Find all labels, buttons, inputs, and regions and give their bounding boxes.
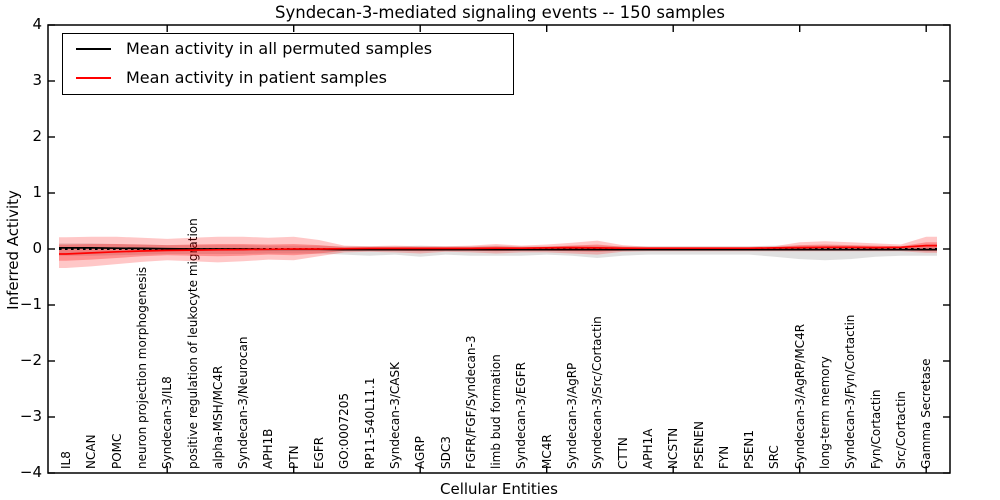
y-tick-label: 2 [32, 127, 42, 145]
x-category-label: IL8 [59, 451, 73, 469]
x-category-label: FYN [716, 445, 731, 469]
x-category-label: PTN [286, 445, 301, 469]
y-tick-label: −2 [19, 351, 42, 369]
x-category-label: PSEN1 [742, 429, 757, 469]
x-category-label: Syndecan-3/IL8 [160, 376, 175, 469]
x-category-label: positive regulation of leukocyte migrati… [185, 218, 200, 469]
legend-label-permuted: Mean activity in all permuted samples [126, 39, 433, 58]
x-category-label: GO:0007205 [337, 392, 352, 469]
y-tick-label: 3 [32, 71, 42, 89]
y-tick-label: 1 [32, 183, 42, 201]
x-category-label: APH1B [261, 428, 276, 469]
x-category-label: EGFR [312, 436, 326, 469]
x-category-label: PSENEN [691, 421, 706, 469]
chart-title: Syndecan-3-mediated signaling events -- … [275, 3, 725, 22]
x-category-label: alpha-MSH/MC4R [210, 365, 225, 469]
x-category-label: long-term memory [818, 356, 832, 469]
x-category-label: CTTN [615, 437, 630, 469]
x-category-label: FGFR/FGF/Syndecan-3 [463, 335, 478, 469]
x-category-label: SRC [767, 445, 782, 469]
y-tick-label: 0 [32, 239, 42, 257]
x-category-label: RP11-540L11.1 [362, 377, 377, 469]
x-category-label: Syndecan-3/AgRP/MC4R [792, 323, 807, 469]
x-category-label: APH1A [640, 428, 655, 469]
x-category-label: Gamma Secretase [919, 358, 934, 469]
x-category-label: SDC3 [438, 436, 453, 469]
y-tick-label: −1 [19, 295, 42, 313]
x-category-label: Syndecan-3/Neurocan [236, 336, 251, 469]
legend-item-permuted: Mean activity in all permuted samples [63, 34, 513, 63]
x-category-label: limb bud formation [489, 354, 504, 469]
x-category-label: Syndecan-3/Src/Cortactin [590, 316, 605, 469]
x-category-label: MC4R [539, 434, 554, 469]
y-tick-label: 4 [32, 15, 42, 33]
x-category-label: AGRP [413, 436, 428, 469]
legend-line-red-icon [76, 76, 111, 79]
y-tick-label: −3 [19, 407, 42, 425]
legend-label-patient: Mean activity in patient samples [126, 68, 387, 87]
legend: Mean activity in all permuted samples Me… [62, 33, 514, 95]
x-category-label: NCAN [84, 434, 99, 469]
x-category-label: Src/Cortactin [893, 391, 908, 469]
x-category-label: Syndecan-3/Fyn/Cortactin [843, 314, 858, 469]
x-category-label: NCSTN [666, 427, 681, 469]
x-category-label: Syndecan-3/EGFR [514, 361, 529, 469]
x-category-label: Syndecan-3/CASK [387, 362, 402, 469]
x-axis-label: Cellular Entities [440, 480, 558, 498]
legend-item-patient: Mean activity in patient samples [63, 63, 513, 92]
legend-line-black-icon [76, 47, 111, 50]
y-tick-label: −4 [19, 463, 42, 481]
x-category-label: neuron projection morphogenesis [134, 266, 149, 469]
x-category-label: POMC [109, 433, 124, 469]
x-category-label: Syndecan-3/AgRP [565, 362, 579, 469]
x-category-label: Fyn/Cortactin [868, 389, 883, 469]
